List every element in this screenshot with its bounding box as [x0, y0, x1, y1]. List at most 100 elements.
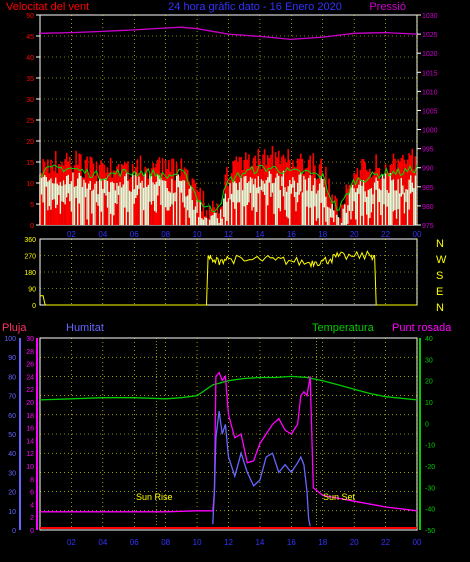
- axes-layer: 0510152025303540455097598098599099510001…: [4, 13, 447, 547]
- pressure-y-tick: 985: [422, 185, 434, 192]
- rain-y-tick: 30: [26, 336, 34, 343]
- pressure-y-tick: 1010: [422, 89, 438, 96]
- humidity-y-tick: 100: [4, 336, 16, 343]
- pressure-y-tick: 995: [422, 147, 434, 154]
- rain-y-tick: 16: [26, 426, 34, 433]
- sunrise-label: Sun Rise: [136, 492, 173, 502]
- rain-y-tick: 22: [26, 387, 34, 394]
- chart-date-title: 24 hora gràfic dato - 16 Enero 2020: [168, 1, 342, 13]
- humidity-y-tick: 60: [8, 413, 16, 420]
- x-tick-label: 14: [255, 538, 264, 547]
- temperature-y-tick: 20: [425, 379, 433, 386]
- temperature-y-tick: 10: [425, 400, 433, 407]
- wind-y-tick: 40: [26, 55, 34, 62]
- compass-label: N: [436, 302, 444, 314]
- temperature-y-tick: -40: [425, 507, 435, 514]
- pressure-title: Pressió: [369, 1, 406, 13]
- rain-y-tick: 28: [26, 349, 34, 356]
- x-tick-label: 04: [98, 230, 107, 239]
- temperature-title: Temperatura: [312, 322, 375, 334]
- wind-y-tick: 45: [26, 34, 34, 41]
- rain-y-tick: 14: [26, 438, 34, 445]
- pressure-y-tick: 990: [422, 166, 434, 173]
- rain-y-tick: 6: [30, 490, 34, 497]
- humidity-line: [212, 410, 311, 527]
- x-tick-label: 08: [161, 230, 170, 239]
- temperature-line: [39, 375, 418, 401]
- pressure-y-tick: 1000: [422, 128, 438, 135]
- direction-y-tick: 90: [28, 287, 36, 294]
- x-tick-label: 16: [287, 230, 296, 239]
- x-tick-label: 12: [224, 538, 233, 547]
- humidity-y-tick: 80: [8, 374, 16, 381]
- rain-y-tick: 12: [26, 451, 34, 458]
- rain-title: Pluja: [2, 322, 27, 334]
- x-tick-label: 22: [381, 538, 390, 547]
- x-tick-label: 02: [67, 538, 76, 547]
- dewpoint-line: [40, 371, 418, 513]
- humidity-y-tick: 70: [8, 394, 16, 401]
- data-layer: [39, 26, 418, 529]
- temperature-y-tick: -10: [425, 443, 435, 450]
- wind-y-tick: 0: [30, 223, 34, 230]
- rain-y-tick: 0: [30, 528, 34, 535]
- rain-y-tick: 8: [30, 477, 34, 484]
- pressure-y-tick: 975: [422, 223, 434, 230]
- temperature-y-tick: -20: [425, 464, 435, 471]
- humidity-title: Humitat: [66, 322, 104, 334]
- wind-y-tick: 30: [26, 97, 34, 104]
- rain-y-tick: 10: [26, 464, 34, 471]
- humidity-y-tick: 90: [8, 355, 16, 362]
- humidity-y-tick: 30: [8, 470, 16, 477]
- x-tick-label: 20: [350, 230, 359, 239]
- rain-y-tick: 26: [26, 362, 34, 369]
- direction-line: [40, 250, 417, 306]
- pressure-y-tick: 980: [422, 204, 434, 211]
- rain-y-tick: 18: [26, 413, 34, 420]
- x-tick-label: 18: [318, 230, 327, 239]
- temperature-y-tick: -50: [425, 528, 435, 535]
- x-tick-label: 04: [98, 538, 107, 547]
- pressure-y-tick: 1030: [422, 13, 438, 20]
- wind-y-tick: 35: [26, 76, 34, 83]
- wind-y-tick: 20: [26, 139, 34, 146]
- x-tick-label: 20: [350, 538, 359, 547]
- wind-y-tick: 25: [26, 118, 34, 125]
- x-tick-label: 10: [193, 538, 202, 547]
- direction-y-tick: 180: [24, 270, 36, 277]
- pressure-y-tick: 1025: [422, 32, 438, 39]
- humidity-y-tick: 20: [8, 490, 16, 497]
- x-tick-label: 06: [130, 230, 139, 239]
- direction-y-tick: 270: [24, 254, 36, 261]
- wind-y-tick: 5: [30, 202, 34, 209]
- direction-y-tick: 360: [24, 237, 36, 244]
- compass-label: N: [436, 238, 444, 250]
- x-tick-label: 22: [381, 230, 390, 239]
- x-tick-label: 08: [161, 538, 170, 547]
- wind-y-tick: 15: [26, 160, 34, 167]
- x-tick-label: 16: [287, 538, 296, 547]
- pressure-y-tick: 1005: [422, 108, 438, 115]
- x-tick-label: 00: [413, 538, 422, 547]
- temperature-y-tick: -30: [425, 485, 435, 492]
- wind-y-tick: 50: [26, 13, 34, 20]
- compass-label: S: [436, 270, 443, 282]
- pressure-y-tick: 1020: [422, 51, 438, 58]
- x-tick-label: 12: [224, 230, 233, 239]
- rain-y-tick: 2: [30, 515, 34, 522]
- temperature-y-tick: 30: [425, 357, 433, 364]
- wind-gust-line: [39, 164, 418, 213]
- pressure-line: [39, 26, 418, 41]
- wind-speed-title: Velocitat del vent: [6, 1, 89, 13]
- humidity-y-tick: 40: [8, 451, 16, 458]
- x-tick-label: 00: [413, 230, 422, 239]
- pressure-y-tick: 1015: [422, 70, 438, 77]
- compass-label: W: [436, 254, 447, 266]
- rain-y-tick: 24: [26, 374, 34, 381]
- rain-y-tick: 4: [30, 502, 34, 509]
- x-tick-label: 18: [318, 538, 327, 547]
- dewpoint-title: Punt rosada: [392, 322, 452, 334]
- direction-y-tick: 0: [32, 303, 36, 310]
